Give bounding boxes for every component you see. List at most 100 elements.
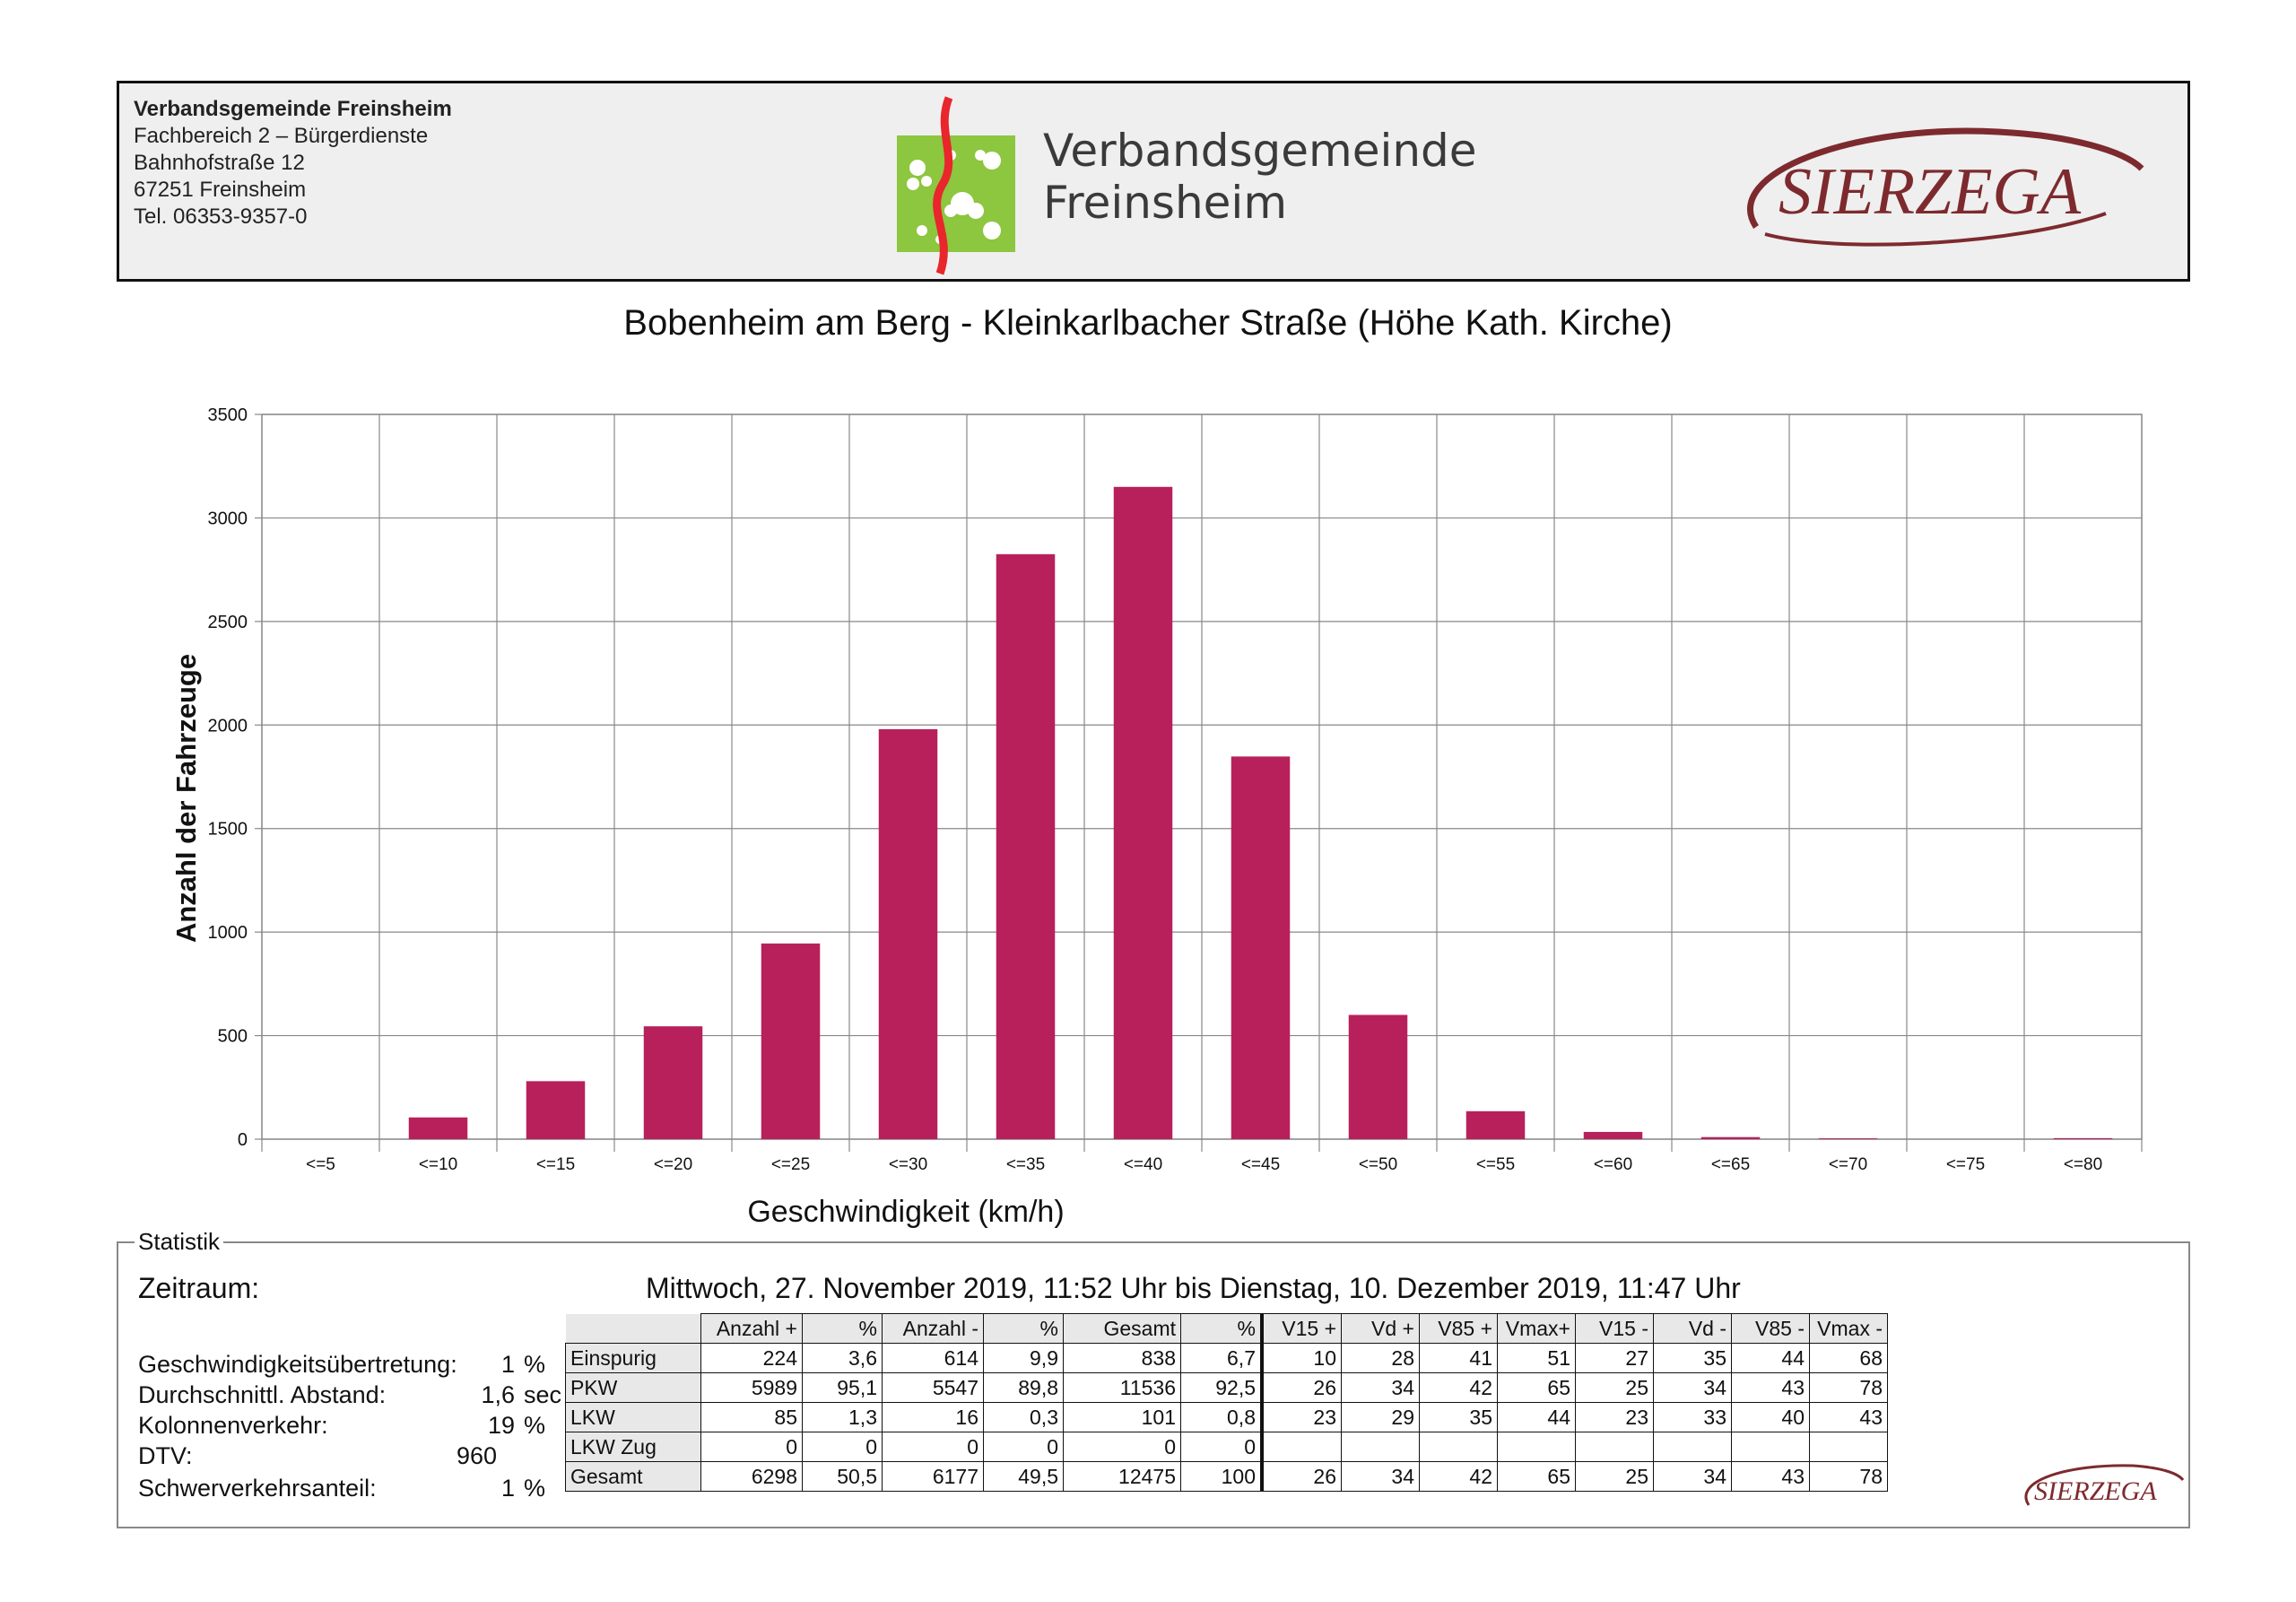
stat-label: Schwerverkehrsanteil: [138,1475,377,1502]
stat-value: 1 [500,1351,515,1378]
stat-value: 1,6 [481,1381,515,1408]
x-tick-label: <=20 [654,1155,692,1174]
table-cell: 40 [1731,1402,1810,1432]
y-tick-label: 1500 [208,820,248,840]
row-label: LKW Zug [565,1432,701,1462]
column-header: Gesamt [1063,1313,1181,1344]
table-cell: 29 [1341,1402,1420,1432]
x-tick-label: <=70 [1829,1155,1867,1174]
table-cell: 100 [1180,1461,1263,1492]
chart-grid [255,414,2143,1152]
table-cell [1809,1432,1888,1462]
column-header: Vd - [1653,1313,1732,1344]
table-cell [1575,1432,1654,1462]
table-row: PKW 5989 95,1 5547 89,8 11536 92,5 26 34 42 65 25 34… [565,1372,1888,1403]
table-cell: 0,8 [1180,1402,1263,1432]
table-cell: 23 [1575,1402,1654,1432]
bar [408,1117,468,1139]
table-cell: 0 [1180,1432,1263,1462]
row-label: Einspurig [565,1343,701,1373]
table-cell: 26 [1260,1372,1342,1403]
bar [996,553,1056,1139]
svg-text:SIERZEGA: SIERZEGA [1779,155,2082,229]
y-tick-label: 0 [238,1130,248,1150]
stat-label: DTV: [138,1442,193,1469]
table-cell: 9,9 [983,1343,1064,1373]
table-cell: 34 [1341,1461,1420,1492]
table-cell: 41 [1419,1343,1498,1373]
table-cell: 95,1 [802,1372,883,1403]
column-header: V85 + [1419,1313,1498,1344]
column-header: V15 + [1260,1313,1342,1344]
bar [1700,1136,1761,1139]
table-cell: 43 [1809,1402,1888,1432]
x-tick-label: <=75 [1946,1155,1985,1174]
row-label: Gesamt [565,1461,701,1492]
stat-value: 19 [487,1412,515,1439]
chart-bars [408,486,2113,1139]
table-cell: 25 [1575,1461,1654,1492]
stat-value: 960 [456,1442,497,1469]
table-cell: 101 [1063,1402,1181,1432]
row-label: LKW [565,1402,701,1432]
x-axis-ticks: <=5 <=10 <=15 <=20 <=25 <=30 <=35 <=40 <=45 <=50 <… [306,1155,2102,1174]
table-cell: 42 [1419,1372,1498,1403]
table-cell: 78 [1809,1372,1888,1403]
table-corner [565,1313,701,1344]
table-cell: 34 [1653,1372,1732,1403]
address-line: Verbandsgemeinde Freinsheim [134,97,452,121]
letterhead: Verbandsgemeinde Freinsheim Fachbereich … [117,81,2190,282]
table-cell: 44 [1731,1343,1810,1373]
table-cell: 16 [882,1402,984,1432]
x-tick-label: <=5 [306,1155,335,1174]
table-cell: 33 [1653,1402,1732,1432]
chart-title: Bobenheim am Berg - Kleinkarlbacher Stra… [623,303,1673,343]
bar [878,728,938,1139]
table-cell: 65 [1497,1461,1576,1492]
table-cell: 0 [1063,1432,1181,1462]
table-cell [1419,1432,1498,1462]
statistics-box [117,1241,2190,1528]
x-tick-label: <=60 [1594,1155,1632,1174]
table-cell: 68 [1809,1343,1888,1373]
table-cell: 6,7 [1180,1343,1263,1373]
speed-histogram: 0 500 1000 1500 2000 2500 3000 3500 <=5 <=10 <=15… [170,405,2143,1229]
column-header: Vmax - [1809,1313,1888,1344]
table-cell [1731,1432,1810,1462]
column-header: Anzahl - [882,1313,984,1344]
table-row: LKW Zug 0 0 0 0 0 0 [565,1432,1888,1462]
table-cell: 34 [1653,1461,1732,1492]
stat-label: Durchschnittl. Abstand: [138,1381,387,1408]
stat-unit: % [524,1412,546,1439]
table-cell: 34 [1341,1372,1420,1403]
table-cell: 25 [1575,1372,1654,1403]
y-axis-ticks: 0 500 1000 1500 2000 2500 3000 3500 [208,405,248,1150]
table-header-row: Anzahl +% Anzahl -% Gesamt% V15 + Vd + V85 + V… [565,1313,1888,1344]
table-cell: 1,3 [802,1402,883,1432]
x-tick-label: <=55 [1476,1155,1515,1174]
table-cell [1653,1432,1732,1462]
table-row: LKW 85 1,3 16 0,3 101 0,8 23 29 35 44 23 33 40 43 [565,1402,1888,1432]
column-header: Vmax+ [1497,1313,1576,1344]
stat-unit: sec [524,1381,562,1408]
bar [1231,756,1291,1139]
column-header: Vd + [1341,1313,1420,1344]
table-cell: 6298 [700,1461,803,1492]
x-tick-label: <=30 [889,1155,927,1174]
bar [1583,1131,1643,1139]
sierzega-logo: SIERZEGA [1747,127,2144,247]
address-line: 67251 Freinsheim [134,178,307,202]
table-cell: 28 [1341,1343,1420,1373]
svg-text:SIERZEGA: SIERZEGA [2034,1476,2157,1506]
x-tick-label: <=15 [536,1155,575,1174]
address-line: Fachbereich 2 – Bürgerdienste [134,124,429,148]
stat-value: 1 [500,1475,515,1502]
table-cell: 0 [882,1432,984,1462]
x-tick-label: <=40 [1124,1155,1162,1174]
table-cell: 26 [1260,1461,1342,1492]
x-tick-label: <=65 [1711,1155,1750,1174]
x-tick-label: <=50 [1359,1155,1397,1174]
table-cell: 42 [1419,1461,1498,1492]
table-cell: 44 [1497,1402,1576,1432]
bar [761,943,821,1139]
